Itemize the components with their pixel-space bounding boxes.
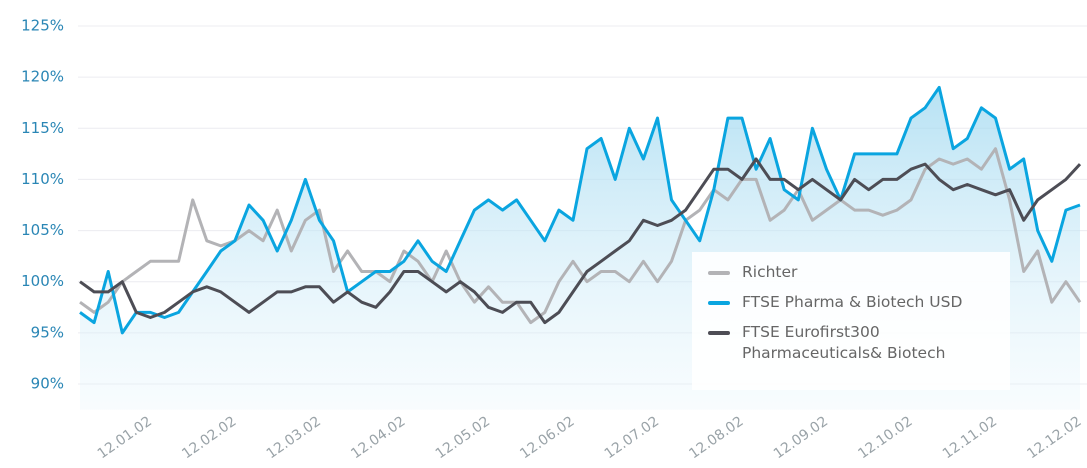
x-tick-label: 12.03.02 [264,413,324,462]
line [79,157,1082,325]
legend-label: FTSE Pharma & Biotech USD [742,293,963,311]
y-tick-label: 120% [21,68,64,86]
legend-label: Richter [742,263,798,281]
x-tick-label: 12.04.02 [348,413,408,462]
line [79,85,1081,335]
x-tick-label: 12.11.02 [940,413,1000,462]
x-tick-label: 12.08.02 [686,413,746,462]
legend: Richter FTSE Pharma & Biotech USD FTSE Eur… [692,252,1010,390]
x-tick-label: 12.07.02 [602,413,662,462]
x-tick-label: 12.02.02 [179,413,239,462]
legend-label: FTSE Eurofirst300 Pharmaceuticals& Biote… [742,323,946,362]
line [79,147,1082,325]
y-tick-label: 110% [21,170,64,188]
legend-swatch [708,331,730,335]
legend-swatch [708,301,730,305]
y-tick-label: 100% [21,272,64,290]
y-tick-label: 95% [31,323,64,341]
y-tick-label: 105% [21,221,64,239]
x-tick-label: 12.09.02 [771,413,831,462]
legend-item[interactable]: FTSE Pharma & Biotech USD [706,292,996,313]
y-tick-label: 90% [31,375,64,393]
legend-swatch [708,271,730,275]
x-tick-label: 12.10.02 [855,413,915,462]
legend-item[interactable]: FTSE Eurofirst300 Pharmaceuticals& Biote… [706,322,996,364]
x-tick-label: 12.12.02 [1024,413,1084,462]
y-tick-label: 125% [21,17,64,35]
y-tick-label: 115% [21,119,64,137]
x-tick-label: 12.05.02 [433,413,493,462]
x-tick-label: 12.01.02 [95,413,155,462]
x-tick-label: 12.06.02 [517,413,577,462]
legend-item[interactable]: Richter [706,262,996,283]
